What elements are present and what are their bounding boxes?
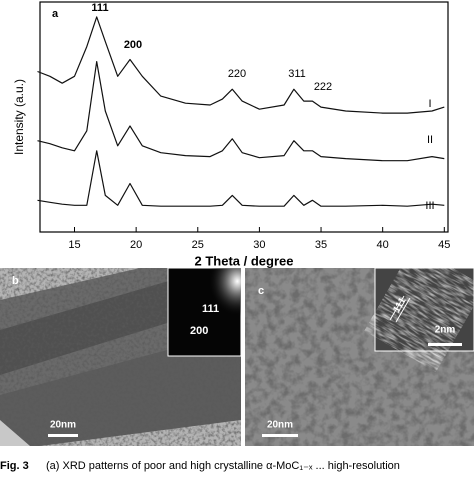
x-tick-label: 45 <box>438 239 450 251</box>
scale-bar-label: 20nm <box>50 420 76 431</box>
panel-label: c <box>258 285 264 297</box>
tem-image-b <box>0 268 241 446</box>
x-tick-label: 25 <box>192 239 204 251</box>
caption-text: (a) XRD patterns of poor and high crysta… <box>46 460 400 472</box>
inset-label: 200 <box>190 325 208 337</box>
peak-label: 222 <box>314 81 332 93</box>
x-axis-title: 2 Theta / degree <box>195 253 294 268</box>
scale-bar <box>262 434 298 437</box>
x-tick-label: 30 <box>253 239 265 251</box>
peak-label: 200 <box>124 39 142 51</box>
caption-figure: Fig. 3 <box>0 460 29 472</box>
inset-label: 111 <box>202 303 219 315</box>
series-label: I <box>428 98 431 110</box>
x-tick-label: 20 <box>130 239 142 251</box>
x-tick-label: 35 <box>315 239 327 251</box>
tem-image-c <box>245 268 474 446</box>
peak-label: 311 <box>288 68 306 80</box>
panel-label: a <box>52 8 59 20</box>
x-tick-label: 40 <box>377 239 389 251</box>
xrd-curve <box>37 16 445 114</box>
peak-label: 220 <box>228 68 246 80</box>
xrd-curve <box>37 150 445 207</box>
inset-scale-label: 2nm <box>435 325 456 336</box>
series-label: III <box>425 200 434 212</box>
y-axis-title: Intensity (a.u.) <box>12 79 26 155</box>
peak-label: 111 <box>91 2 108 14</box>
panel-label: b <box>12 275 19 287</box>
x-tick-label: 15 <box>68 239 80 251</box>
scale-bar <box>48 434 78 437</box>
xrd-curve <box>37 61 445 162</box>
plot-frame <box>39 1 449 233</box>
series-label: II <box>427 134 433 146</box>
scale-bar-label: 20nm <box>267 420 293 431</box>
